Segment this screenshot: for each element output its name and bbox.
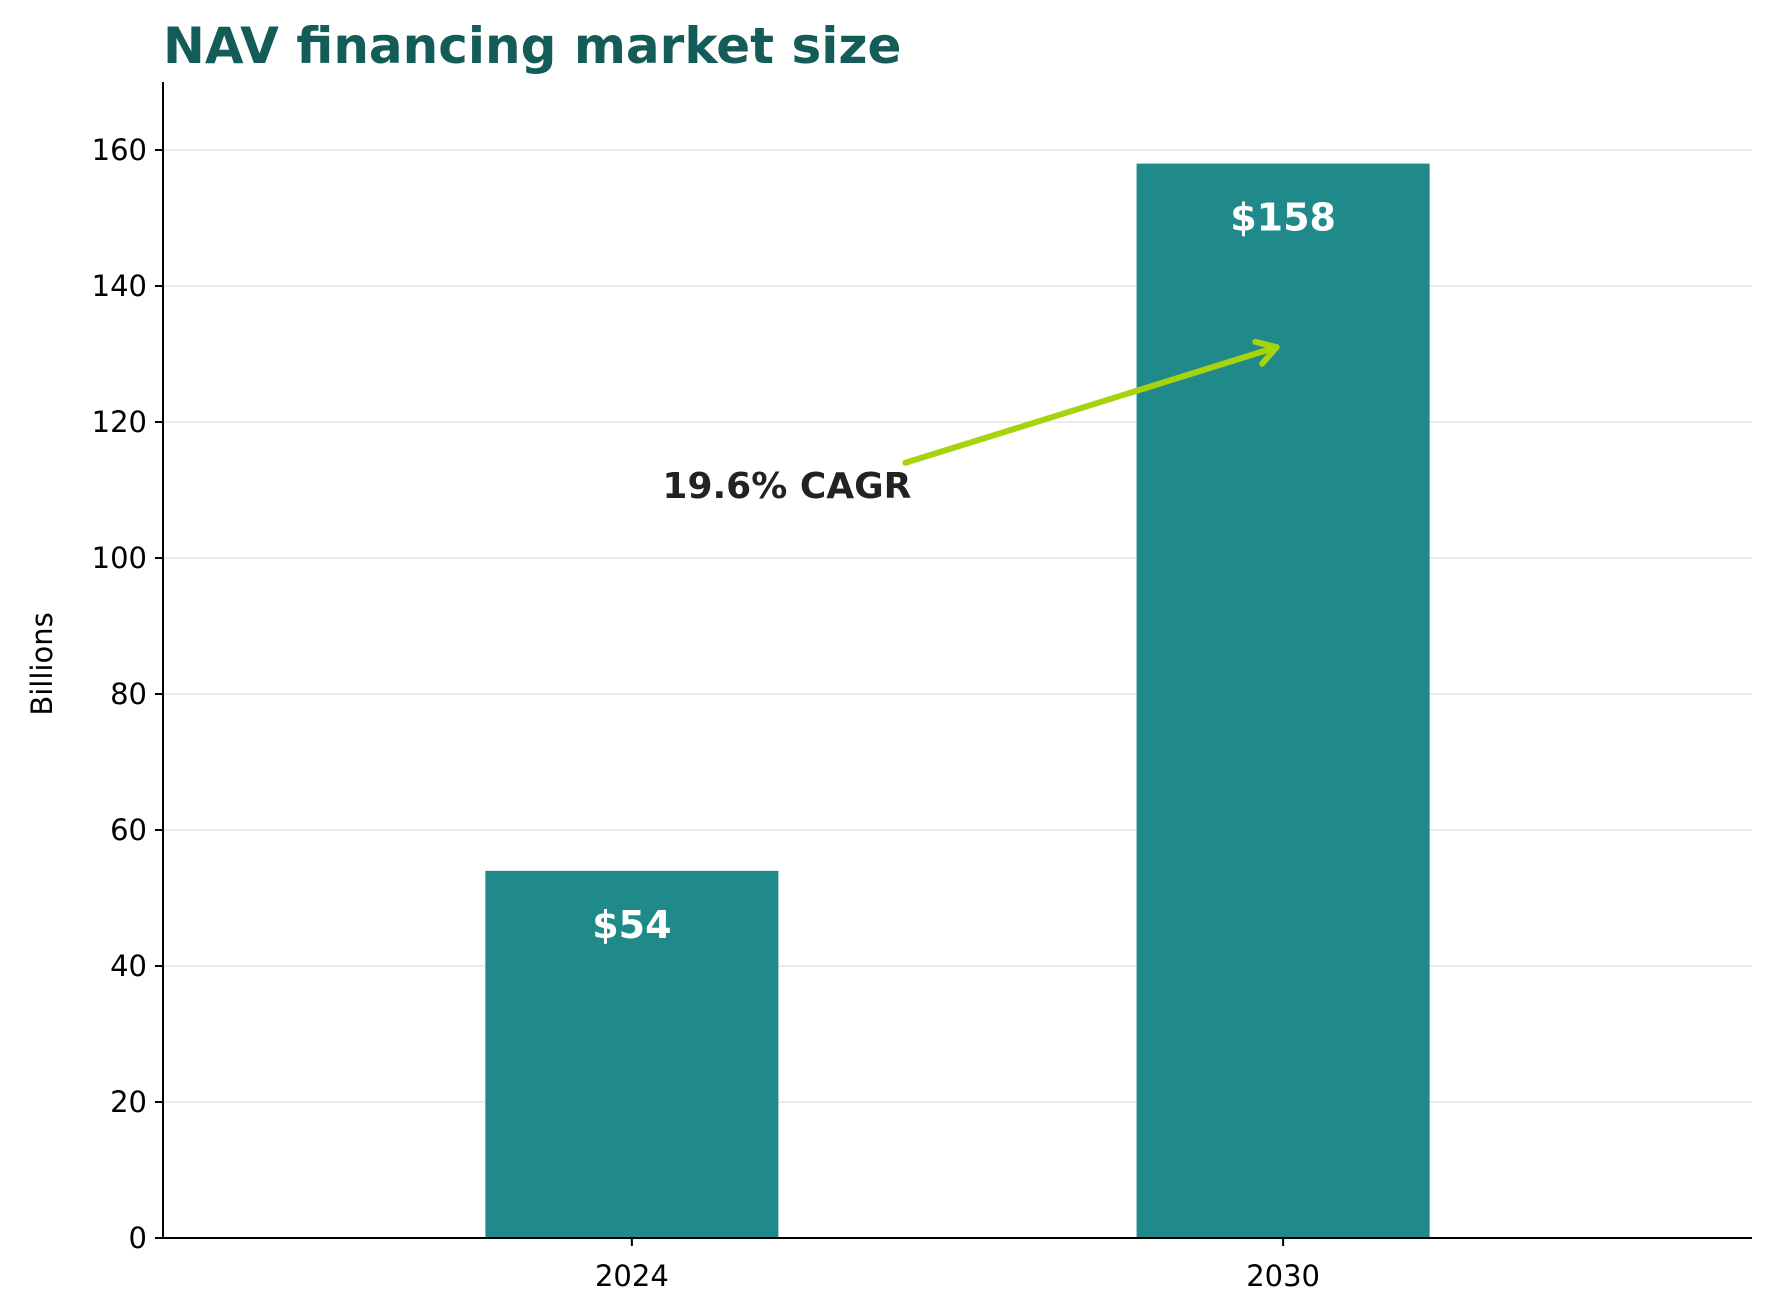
y-tick-label: 140 [92,269,147,303]
y-tick-label: 60 [110,813,147,847]
cagr-annotation: 19.6% CAGR [662,466,911,507]
y-tick-label: 20 [110,1085,147,1119]
chart-title: NAV financing market size [163,17,901,75]
bar-2030 [1136,163,1430,1239]
y-tick-label: 40 [110,949,147,983]
y-tick-label: 160 [92,133,147,167]
y-tick-label: 120 [92,405,147,439]
labels: 0 20 40 60 80 100 120 140 160 $54 2024 $158 2030 19.6… [92,133,1336,1293]
bar-value-label: $54 [592,903,671,947]
cagr-arrow-line [902,344,1280,466]
axes [155,82,1752,1246]
x-tick-label: 2024 [595,1259,669,1293]
y-tick-label: 80 [110,677,147,711]
gridlines [163,149,1752,1103]
bar-2024 [485,870,779,1238]
y-tick-label: 100 [92,541,147,575]
x-tick-label: 2030 [1246,1259,1320,1293]
y-tick-label: 0 [129,1221,147,1255]
y-axis-label: Billions [25,612,59,715]
bar-value-label: $158 [1230,196,1336,240]
bars [485,163,1430,1239]
cagr-arrow-head [1252,338,1280,367]
